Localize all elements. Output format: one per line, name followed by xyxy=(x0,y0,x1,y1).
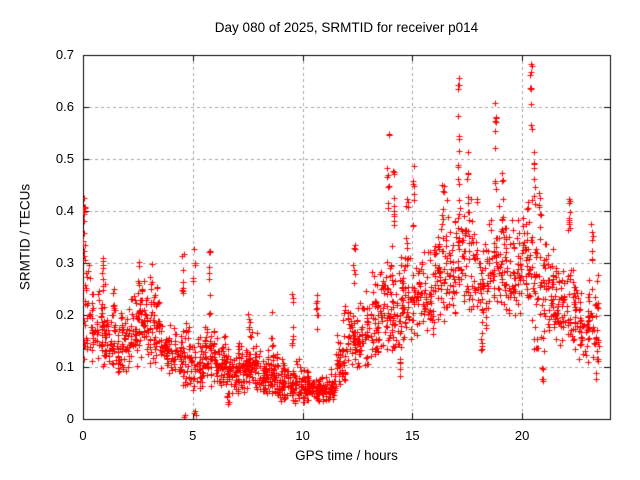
y-tick-label: 0.4 xyxy=(55,203,74,218)
y-tick-label: 0 xyxy=(66,411,74,426)
x-tick-label: 20 xyxy=(514,428,530,443)
y-tick-label: 0.2 xyxy=(55,307,74,322)
x-tick-label: 10 xyxy=(295,428,310,443)
x-axis-title: GPS time / hours xyxy=(295,448,398,463)
x-tick-label: 0 xyxy=(79,428,87,443)
y-axis-title: SRMTID / TECUs xyxy=(17,183,33,291)
x-tick-label: 5 xyxy=(189,428,197,443)
y-tick-label: 0.5 xyxy=(55,151,74,166)
y-tick-label: 0.3 xyxy=(55,255,74,270)
y-tick-label: 0.6 xyxy=(55,99,74,114)
y-tick-label: 0.7 xyxy=(55,47,74,62)
x-tick-label: 15 xyxy=(405,428,420,443)
chart-title: Day 080 of 2025, SRMTID for receiver p01… xyxy=(214,20,479,35)
y-tick-label: 0.1 xyxy=(55,359,74,374)
